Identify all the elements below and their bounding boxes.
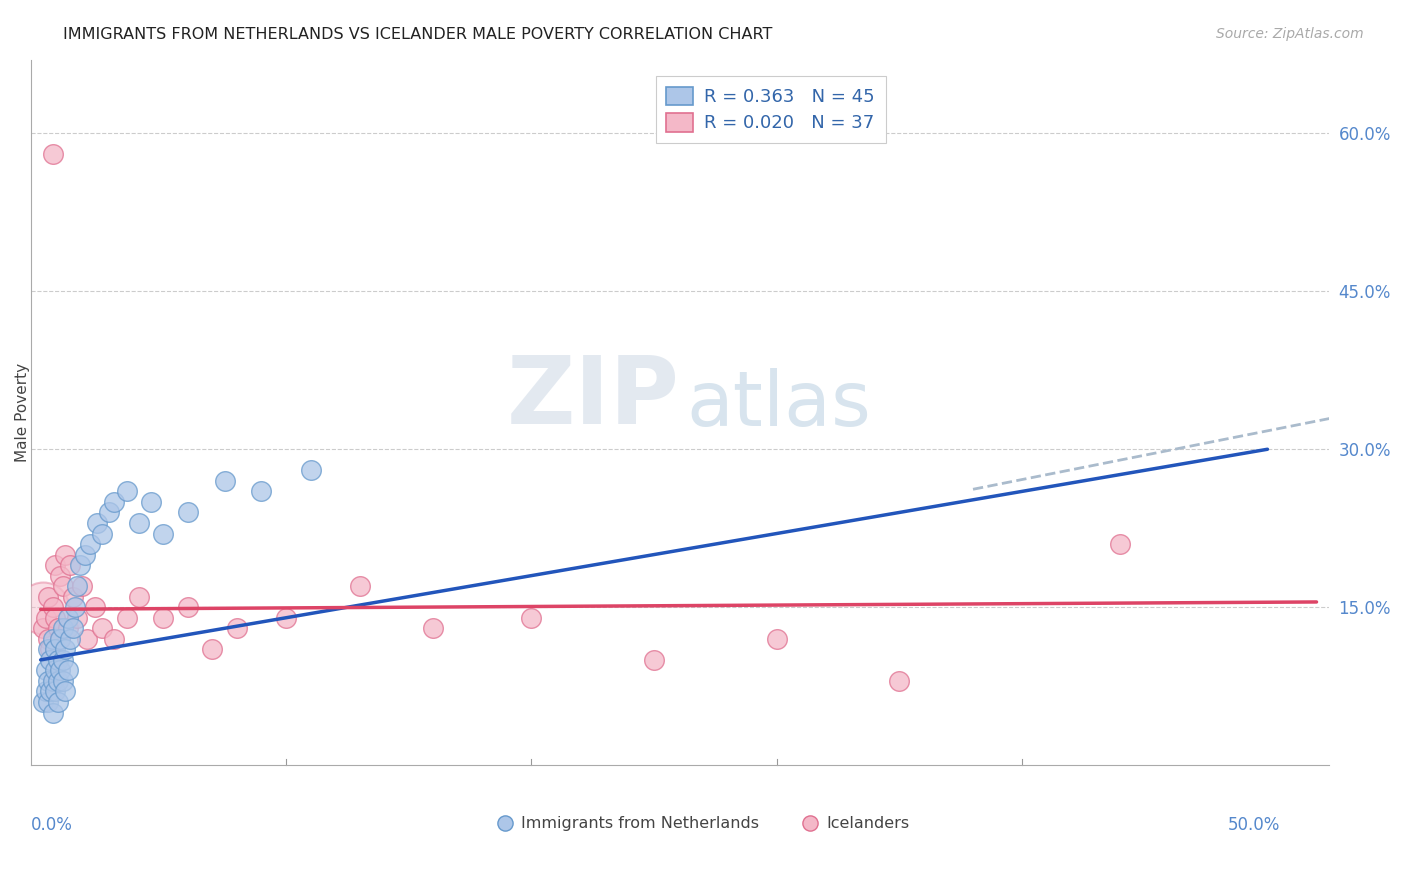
Point xyxy=(520,611,543,625)
Point xyxy=(91,526,114,541)
Point xyxy=(177,600,200,615)
Point xyxy=(56,611,79,625)
Point xyxy=(34,684,56,698)
Point xyxy=(250,484,273,499)
Point xyxy=(214,474,236,488)
Text: IMMIGRANTS FROM NETHERLANDS VS ICELANDER MALE POVERTY CORRELATION CHART: IMMIGRANTS FROM NETHERLANDS VS ICELANDER… xyxy=(63,27,773,42)
Point xyxy=(42,706,65,720)
Point xyxy=(349,579,371,593)
Point xyxy=(37,632,59,646)
Point xyxy=(152,526,174,541)
Point xyxy=(44,611,66,625)
Point xyxy=(42,632,65,646)
Point xyxy=(49,664,72,678)
Text: Source: ZipAtlas.com: Source: ZipAtlas.com xyxy=(1216,27,1364,41)
Point xyxy=(91,621,114,635)
Text: Icelanders: Icelanders xyxy=(827,815,910,830)
Point xyxy=(49,568,72,582)
Point xyxy=(34,664,56,678)
Point xyxy=(39,642,62,657)
Point xyxy=(299,463,322,477)
Point xyxy=(98,505,121,519)
Point xyxy=(49,632,72,646)
Point xyxy=(63,600,86,615)
Point xyxy=(37,673,59,688)
Point xyxy=(37,590,59,604)
Point xyxy=(152,611,174,625)
Point xyxy=(66,579,89,593)
Point xyxy=(765,632,787,646)
Point xyxy=(32,601,55,615)
Point xyxy=(53,684,76,698)
Point xyxy=(53,642,76,657)
Point xyxy=(889,673,911,688)
Text: 50.0%: 50.0% xyxy=(1227,816,1279,834)
Point xyxy=(128,590,150,604)
Point xyxy=(86,516,108,530)
Point xyxy=(115,484,138,499)
Point xyxy=(69,558,91,573)
Point xyxy=(79,537,101,551)
Text: Immigrants from Netherlands: Immigrants from Netherlands xyxy=(522,815,759,830)
Point xyxy=(52,621,75,635)
Point xyxy=(34,611,56,625)
Point xyxy=(52,579,75,593)
Point xyxy=(39,684,62,698)
Point xyxy=(66,611,89,625)
Point xyxy=(42,147,65,161)
Point xyxy=(115,611,138,625)
Point xyxy=(73,548,96,562)
Point xyxy=(32,695,55,709)
Point xyxy=(46,695,69,709)
Point xyxy=(274,611,297,625)
Point xyxy=(76,632,98,646)
Point xyxy=(103,495,125,509)
Point xyxy=(56,621,79,635)
Point xyxy=(46,673,69,688)
Point xyxy=(62,590,84,604)
Point xyxy=(44,642,66,657)
Point xyxy=(925,845,948,859)
Point xyxy=(32,621,55,635)
Point xyxy=(1109,537,1132,551)
Point xyxy=(37,642,59,657)
Text: ZIP: ZIP xyxy=(508,352,681,444)
Point xyxy=(44,558,66,573)
Point xyxy=(72,579,94,593)
Point xyxy=(46,621,69,635)
Point xyxy=(139,495,162,509)
Point xyxy=(42,673,65,688)
Point xyxy=(49,632,72,646)
Legend: R = 0.363   N = 45, R = 0.020   N = 37: R = 0.363 N = 45, R = 0.020 N = 37 xyxy=(655,76,886,144)
Point xyxy=(62,621,84,635)
Point xyxy=(46,653,69,667)
Text: atlas: atlas xyxy=(686,368,872,442)
Point xyxy=(52,673,75,688)
Point xyxy=(83,600,105,615)
Point xyxy=(52,653,75,667)
Point xyxy=(643,653,665,667)
Point xyxy=(422,621,444,635)
Point xyxy=(37,695,59,709)
Point xyxy=(128,516,150,530)
Point xyxy=(44,664,66,678)
Point xyxy=(201,642,224,657)
Point xyxy=(42,600,65,615)
Point xyxy=(59,558,82,573)
Point xyxy=(226,621,249,635)
Point xyxy=(44,684,66,698)
Point xyxy=(103,632,125,646)
Text: 0.0%: 0.0% xyxy=(31,816,73,834)
Point xyxy=(177,505,200,519)
Point xyxy=(39,653,62,667)
Point xyxy=(59,632,82,646)
Point xyxy=(53,548,76,562)
Point xyxy=(56,664,79,678)
Y-axis label: Male Poverty: Male Poverty xyxy=(15,363,30,462)
